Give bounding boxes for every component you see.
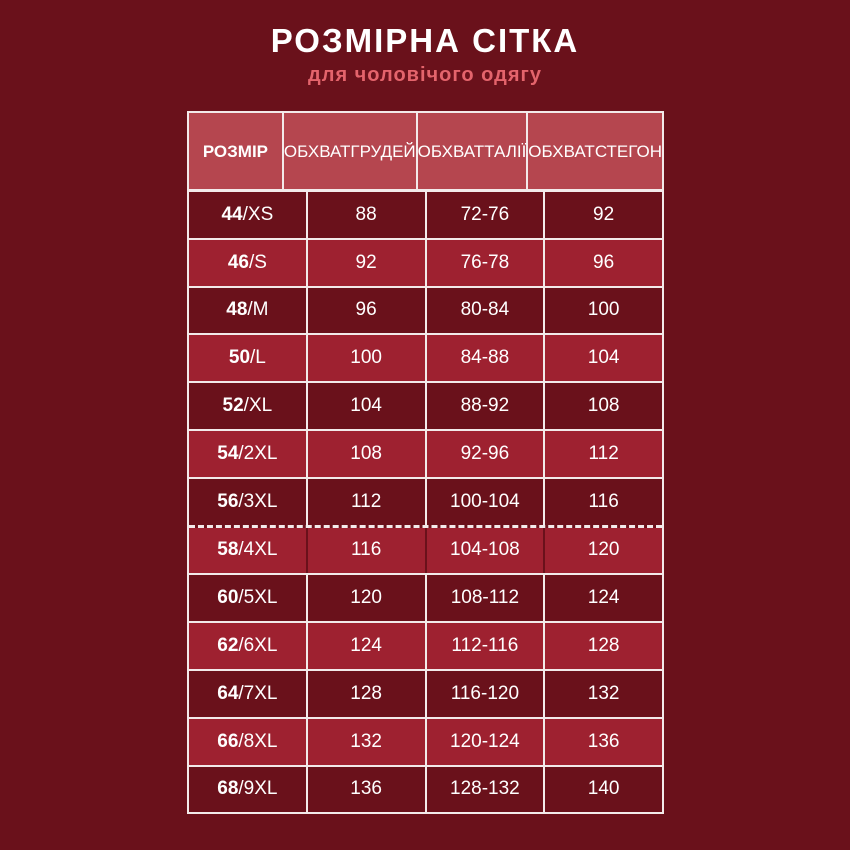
chest-cell: 108 — [307, 430, 425, 477]
waist-cell: 80-84 — [426, 287, 544, 334]
chest-cell: 116 — [307, 527, 425, 574]
hips-cell: 100 — [545, 287, 662, 334]
waist-cell: 100-104 — [426, 478, 544, 525]
chest-cell: 92 — [307, 239, 425, 286]
hips-cell: 124 — [545, 575, 662, 622]
table-row: 50/L 100 84-88 104 — [189, 335, 662, 382]
hips-cell: 132 — [545, 670, 662, 717]
chest-cell: 100 — [307, 335, 425, 382]
size-cell: 58/4XL — [189, 527, 306, 574]
hips-cell: 96 — [545, 239, 662, 286]
size-table: РОЗМІР ОБХВАТ ГРУДЕЙ ОБХВАТ ТАЛІЇ ОБХВАТ СТ… — [187, 111, 664, 815]
waist-cell: 92-96 — [426, 430, 544, 477]
chest-cell: 132 — [307, 718, 425, 765]
size-cell: 44/XS — [189, 192, 306, 238]
table-row: 52/XL 104 88-92 108 — [189, 383, 662, 429]
table-row: 54/2XL 108 92-96 112 — [189, 430, 662, 477]
header-hips: ОБХВАТ СТЕГОН — [528, 113, 662, 189]
chest-cell: 96 — [307, 287, 425, 334]
size-cell: 52/XL — [189, 383, 306, 429]
waist-cell: 104-108 — [426, 527, 544, 574]
hips-cell: 92 — [545, 192, 662, 238]
waist-cell: 120-124 — [426, 718, 544, 765]
size-cell: 64/7XL — [189, 670, 306, 717]
hips-cell: 136 — [545, 718, 662, 765]
waist-cell: 72-76 — [426, 192, 544, 238]
size-cell: 50/L — [189, 335, 306, 382]
size-cell: 54/2XL — [189, 430, 306, 477]
waist-cell: 108-112 — [426, 575, 544, 622]
size-cell: 62/6XL — [189, 623, 306, 669]
page-subtitle: для чоловічого одягу — [308, 64, 542, 86]
size-cell: 68/9XL — [189, 766, 306, 813]
table-row: 46/S 92 76-78 96 — [189, 239, 662, 286]
table-row: 68/9XL 136 128-132 140 — [189, 766, 662, 813]
table-row: 62/6XL 124 112-116 128 — [189, 623, 662, 669]
table-row: 48/M 96 80-84 100 — [189, 287, 662, 334]
hips-cell: 108 — [545, 383, 662, 429]
size-cell: 60/5XL — [189, 575, 306, 622]
table-row: 56/3XL 112 100-104 116 — [189, 478, 662, 525]
chest-cell: 88 — [307, 192, 425, 238]
page-title: РОЗМІРНА СІТКА — [270, 22, 580, 59]
header-waist: ОБХВАТ ТАЛІЇ — [417, 113, 527, 189]
header-size: РОЗМІР — [189, 113, 282, 189]
chest-cell: 128 — [307, 670, 425, 717]
size-cell: 46/S — [189, 239, 306, 286]
hips-cell: 128 — [545, 623, 662, 669]
size-cell: 66/8XL — [189, 718, 306, 765]
table-row: 66/8XL 132 120-124 136 — [189, 718, 662, 765]
hips-cell: 120 — [545, 527, 662, 574]
chest-cell: 136 — [307, 766, 425, 813]
waist-cell: 88-92 — [426, 383, 544, 429]
size-cell: 56/3XL — [189, 478, 306, 525]
waist-cell: 76-78 — [426, 239, 544, 286]
table-row: 60/5XL 120 108-112 124 — [189, 575, 662, 622]
hips-cell: 104 — [545, 335, 662, 382]
waist-cell: 128-132 — [426, 766, 544, 813]
size-cell: 48/M — [189, 287, 306, 334]
waist-cell: 84-88 — [426, 335, 544, 382]
table-row: 44/XS 88 72-76 92 — [189, 192, 662, 238]
header-chest: ОБХВАТ ГРУДЕЙ — [283, 113, 416, 189]
chest-cell: 104 — [307, 383, 425, 429]
chest-cell: 120 — [307, 575, 425, 622]
table-header: РОЗМІР ОБХВАТ ГРУДЕЙ ОБХВАТ ТАЛІЇ ОБХВАТ СТ… — [189, 113, 662, 189]
waist-cell: 116-120 — [426, 670, 544, 717]
hips-cell: 116 — [545, 478, 662, 525]
chest-cell: 112 — [307, 478, 425, 525]
waist-cell: 112-116 — [426, 623, 544, 669]
hips-cell: 112 — [545, 430, 662, 477]
table-row: 58/4XL 116 104-108 120 — [189, 524, 662, 574]
chest-cell: 124 — [307, 623, 425, 669]
table-row: 64/7XL 128 116-120 132 — [189, 670, 662, 717]
hips-cell: 140 — [545, 766, 662, 813]
